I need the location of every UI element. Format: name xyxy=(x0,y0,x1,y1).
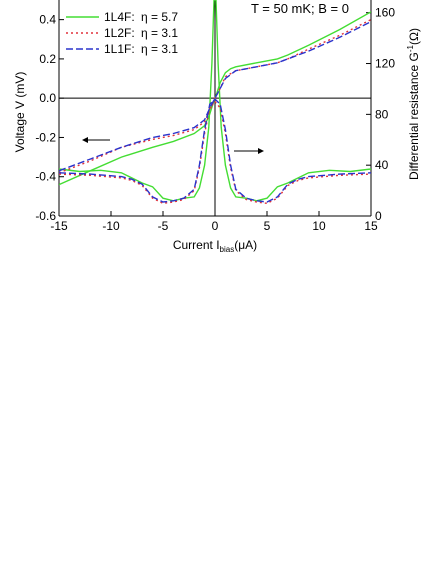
y-left-tick-label: -0.2 xyxy=(35,130,56,144)
annotations xyxy=(82,137,264,154)
series-1L4F-voltage-line xyxy=(59,11,371,186)
y-right-tick-label: 160 xyxy=(375,6,395,20)
x-tick-label: 15 xyxy=(364,219,378,233)
legend-eta: η = 3.1 xyxy=(141,42,178,56)
x-tick-label: -15 xyxy=(50,219,68,233)
arrow-right-axis-head xyxy=(258,148,264,154)
y-left-tick-label: 0.4 xyxy=(39,13,56,27)
x-tick-label: -10 xyxy=(102,219,120,233)
y-axis-left-title: Voltage V (mV) xyxy=(13,72,27,153)
series-1L2F-resistance-line xyxy=(59,100,371,205)
y-left-tick-label: 0.0 xyxy=(39,91,56,105)
y-right-tick-label: 0 xyxy=(375,209,382,223)
legend-label: 1L2F: xyxy=(104,26,135,40)
legend: 1L4F: η = 5.7 1L2F: η = 3.1 1L1F: η = 3.1 xyxy=(66,10,178,56)
x-tick-label: 5 xyxy=(264,219,271,233)
plot-frame: -15 -10 -5 0 5 10 15 -0.6 -0.4 -0.2 0.0 0.2 0.4 0 40 80… xyxy=(35,0,395,233)
y-axis-right-title-main: Differential resistance G xyxy=(407,52,421,180)
x-axis-title: Current Ibias(μA) xyxy=(173,238,257,254)
y-left-tick-label: 0.2 xyxy=(39,52,56,66)
legend-eta: η = 5.7 xyxy=(141,10,178,24)
condition-label: T = 50 mK; B = 0 xyxy=(251,1,349,16)
y-axis-right-title: Differential resistance G-1(Ω) xyxy=(406,28,421,180)
legend-eta: η = 3.1 xyxy=(141,26,178,40)
y-right-tick-label: 120 xyxy=(375,57,395,71)
legend-label: 1L1F: xyxy=(104,42,135,56)
series-1L1F-voltage-line xyxy=(59,20,371,172)
series-layer xyxy=(59,0,371,205)
x-axis-title-sub: bias xyxy=(220,245,235,254)
y-right-tick-label: 80 xyxy=(375,107,389,121)
legend-label: 1L4F: xyxy=(104,10,135,24)
x-axis-title-main: Current I xyxy=(173,238,220,252)
x-tick-label: 0 xyxy=(212,219,219,233)
y-left-tick-label: -0.4 xyxy=(35,170,56,184)
y-axis-right-title-sup: -1 xyxy=(406,44,415,52)
arrow-left-axis-head xyxy=(82,137,88,143)
x-tick-label: 10 xyxy=(312,219,326,233)
series-1L4F-resistance-line xyxy=(59,0,371,202)
x-tick-label: -5 xyxy=(158,219,169,233)
x-axis-title-unit: (μA) xyxy=(234,238,257,252)
y-axis-right-title-unit: (Ω) xyxy=(407,28,421,45)
y-left-tick-label: -0.6 xyxy=(35,209,56,223)
series-1L1F-resistance-line xyxy=(59,98,371,203)
y-right-tick-label: 40 xyxy=(375,158,389,172)
